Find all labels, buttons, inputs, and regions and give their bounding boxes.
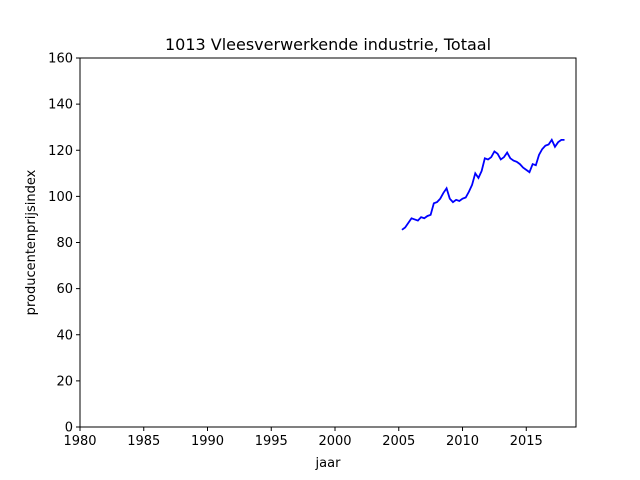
y-tick-label: 80 — [56, 236, 73, 251]
y-tick-label: 120 — [48, 144, 73, 159]
x-tick-label: 2000 — [318, 434, 351, 449]
x-axis-ticks: 1980 1985 1990 1995 2000 2005 2010 2015 — [63, 427, 543, 449]
x-tick-label: 2005 — [382, 434, 415, 449]
y-axis-ticks: 0 20 40 60 80 100 120 140 160 — [48, 52, 80, 436]
y-tick-label: 60 — [56, 282, 73, 297]
x-tick-label: 1985 — [127, 434, 160, 449]
series-line — [401, 138, 565, 231]
x-tick-label: 1995 — [255, 434, 288, 449]
x-tick-label: 1980 — [63, 434, 96, 449]
y-tick-label: 20 — [56, 374, 73, 389]
y-tick-label: 160 — [48, 52, 73, 67]
y-tick-label: 40 — [56, 328, 73, 343]
x-tick-label: 2015 — [510, 434, 543, 449]
y-axis-label: producentenprijsindex — [24, 169, 39, 315]
x-tick-label: 2010 — [446, 434, 479, 449]
x-axis-label: jaar — [315, 456, 342, 471]
y-tick-label: 0 — [65, 421, 73, 436]
x-tick-label: 1990 — [191, 434, 224, 449]
y-tick-label: 140 — [48, 98, 73, 113]
y-tick-label: 100 — [48, 190, 73, 205]
chart-title: 1013 Vleesverwerkende industrie, Totaal — [165, 35, 491, 54]
plot-frame — [79, 57, 577, 428]
